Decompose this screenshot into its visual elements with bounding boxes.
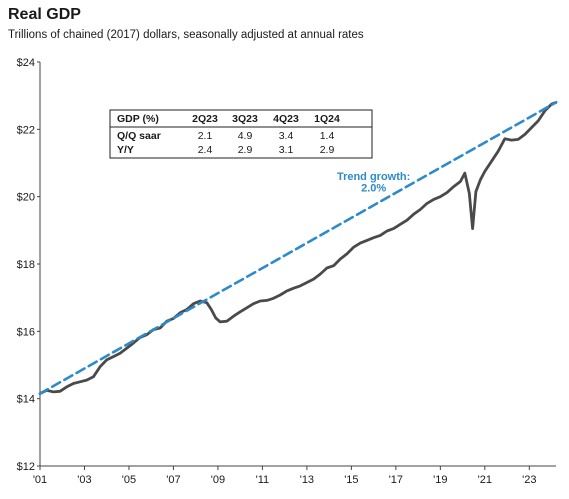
y-tick-label: $12 xyxy=(17,461,35,473)
table-cell: 2.9 xyxy=(320,144,335,156)
y-tick-label: $16 xyxy=(17,326,35,338)
table-frame xyxy=(109,109,373,159)
chart-subtitle: Trillions of chained (2017) dollars, sea… xyxy=(8,29,364,41)
chart-title: Real GDP xyxy=(8,6,81,23)
table-cell: Q/Q saar xyxy=(117,130,161,142)
table-header-cell: 2Q23 xyxy=(192,113,218,125)
x-tick-label: '19 xyxy=(433,474,447,486)
x-tick-label: '11 xyxy=(256,474,270,486)
gdp-line xyxy=(38,101,558,395)
x-tick-label: '13 xyxy=(300,474,314,486)
series-lines xyxy=(38,101,558,395)
y-tick-label: $14 xyxy=(17,394,35,406)
table-cell: 3.4 xyxy=(279,130,294,142)
table-header-cell: 3Q23 xyxy=(232,113,258,125)
x-axis-ticks: '01 '03 '05 '07 '09 '11 '13 '15 '17 '19 '21 '23 xyxy=(33,466,536,486)
table-cell: Y/Y xyxy=(117,144,134,156)
table-cell: 2.9 xyxy=(238,144,253,156)
x-tick-label: '23 xyxy=(522,474,536,486)
y-tick-label: $22 xyxy=(17,124,35,136)
annotations: Trend growth:2.0% xyxy=(337,171,410,195)
table-cell: 2.4 xyxy=(198,144,213,156)
table-header-cell: GDP (%) xyxy=(117,113,159,125)
y-axis-ticks: $12 $14 $16 $18 $20 $22 $24 xyxy=(17,57,40,473)
trend-line xyxy=(38,101,558,395)
x-tick-label: '03 xyxy=(77,474,91,486)
x-tick-label: '01 xyxy=(33,474,47,486)
y-tick-label: $18 xyxy=(17,259,35,271)
table-cell: 2.1 xyxy=(198,130,213,142)
table-cell: 4.9 xyxy=(238,130,253,142)
x-tick-label: '07 xyxy=(166,474,180,486)
gdp-table: GDP (%) 2Q23 3Q23 4Q23 1Q24 Q/Q saar 2.1 4.9 3.4… xyxy=(109,109,373,159)
x-tick-label: '17 xyxy=(389,474,403,486)
table-header-cell: 1Q24 xyxy=(314,113,340,125)
trend-annotation: 2.0% xyxy=(361,183,386,195)
table-header-cell: 4Q23 xyxy=(273,113,299,125)
x-tick-label: '09 xyxy=(211,474,225,486)
x-tick-label: '05 xyxy=(122,474,136,486)
trend-annotation: Trend growth: xyxy=(337,171,410,183)
y-tick-label: $24 xyxy=(17,57,35,69)
x-tick-label: '15 xyxy=(344,474,358,486)
y-tick-label: $20 xyxy=(17,192,35,204)
table-cell: 3.1 xyxy=(279,144,294,156)
x-tick-label: '21 xyxy=(478,474,492,486)
table-cell: 1.4 xyxy=(320,130,335,142)
